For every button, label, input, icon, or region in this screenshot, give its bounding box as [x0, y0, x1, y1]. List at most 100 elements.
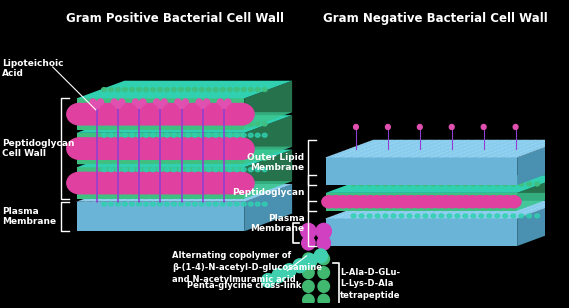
Ellipse shape — [171, 122, 176, 126]
Ellipse shape — [102, 156, 106, 160]
Ellipse shape — [486, 196, 501, 208]
Ellipse shape — [487, 214, 492, 218]
Ellipse shape — [164, 87, 170, 91]
Ellipse shape — [158, 156, 162, 160]
Circle shape — [204, 99, 209, 105]
Ellipse shape — [439, 214, 444, 218]
Ellipse shape — [220, 133, 225, 137]
Ellipse shape — [234, 168, 239, 172]
Ellipse shape — [73, 138, 98, 159]
Ellipse shape — [67, 172, 92, 194]
Polygon shape — [77, 150, 292, 167]
Ellipse shape — [163, 138, 188, 159]
Ellipse shape — [192, 156, 197, 160]
Circle shape — [178, 101, 185, 108]
Circle shape — [318, 294, 329, 306]
Ellipse shape — [67, 103, 92, 125]
Ellipse shape — [447, 182, 452, 186]
Polygon shape — [77, 112, 292, 130]
Ellipse shape — [431, 196, 446, 208]
Ellipse shape — [228, 87, 232, 91]
Ellipse shape — [151, 133, 155, 137]
Text: Outer Lipid
Membrane: Outer Lipid Membrane — [248, 153, 304, 172]
Ellipse shape — [255, 133, 260, 137]
Ellipse shape — [415, 182, 420, 186]
Ellipse shape — [241, 133, 246, 137]
Ellipse shape — [200, 133, 204, 137]
Ellipse shape — [431, 214, 436, 218]
Ellipse shape — [73, 103, 98, 125]
Text: Penta-glycine cross-link: Penta-glycine cross-link — [187, 281, 301, 290]
Ellipse shape — [139, 172, 164, 194]
Ellipse shape — [204, 172, 230, 194]
Circle shape — [293, 259, 307, 273]
Ellipse shape — [158, 122, 162, 126]
Ellipse shape — [455, 214, 460, 218]
Ellipse shape — [228, 122, 232, 126]
Ellipse shape — [439, 182, 444, 186]
Circle shape — [183, 99, 188, 105]
Ellipse shape — [418, 196, 432, 208]
Circle shape — [481, 124, 486, 129]
Ellipse shape — [322, 196, 336, 208]
Ellipse shape — [503, 214, 508, 218]
Ellipse shape — [199, 172, 224, 194]
Ellipse shape — [192, 202, 197, 206]
Ellipse shape — [399, 214, 404, 218]
Ellipse shape — [122, 168, 127, 172]
Ellipse shape — [171, 156, 176, 160]
Polygon shape — [77, 99, 244, 130]
Ellipse shape — [102, 168, 106, 172]
Ellipse shape — [127, 172, 152, 194]
Ellipse shape — [133, 172, 158, 194]
Circle shape — [272, 269, 286, 282]
Circle shape — [317, 236, 331, 250]
Ellipse shape — [187, 103, 212, 125]
Ellipse shape — [262, 87, 267, 91]
Ellipse shape — [241, 87, 246, 91]
Ellipse shape — [79, 103, 104, 125]
Ellipse shape — [192, 103, 218, 125]
Ellipse shape — [255, 168, 260, 172]
Polygon shape — [77, 81, 292, 99]
Ellipse shape — [168, 172, 194, 194]
Circle shape — [90, 99, 96, 105]
Ellipse shape — [179, 122, 183, 126]
Polygon shape — [244, 150, 292, 199]
Ellipse shape — [171, 202, 176, 206]
Ellipse shape — [255, 122, 260, 126]
Ellipse shape — [164, 122, 170, 126]
Ellipse shape — [139, 138, 164, 159]
Polygon shape — [325, 218, 517, 246]
Ellipse shape — [116, 133, 121, 137]
Ellipse shape — [199, 138, 224, 159]
Ellipse shape — [234, 122, 239, 126]
Ellipse shape — [500, 196, 514, 208]
Ellipse shape — [156, 103, 182, 125]
Polygon shape — [244, 184, 292, 231]
Ellipse shape — [351, 182, 356, 186]
Ellipse shape — [397, 196, 411, 208]
Ellipse shape — [234, 87, 239, 91]
Ellipse shape — [185, 133, 190, 137]
Ellipse shape — [535, 214, 539, 218]
Circle shape — [93, 101, 100, 108]
Ellipse shape — [391, 214, 396, 218]
Ellipse shape — [213, 202, 218, 206]
Polygon shape — [244, 115, 292, 164]
Ellipse shape — [175, 103, 200, 125]
Ellipse shape — [407, 214, 412, 218]
Ellipse shape — [343, 196, 357, 208]
Ellipse shape — [248, 168, 253, 172]
Ellipse shape — [192, 168, 197, 172]
Ellipse shape — [109, 172, 134, 194]
Circle shape — [136, 101, 143, 108]
Ellipse shape — [383, 182, 388, 186]
Ellipse shape — [179, 133, 183, 137]
Ellipse shape — [228, 202, 232, 206]
Ellipse shape — [151, 202, 155, 206]
Ellipse shape — [375, 214, 380, 218]
Ellipse shape — [156, 138, 182, 159]
Ellipse shape — [109, 133, 113, 137]
Text: Lipoteichoic
Acid: Lipoteichoic Acid — [2, 59, 63, 79]
